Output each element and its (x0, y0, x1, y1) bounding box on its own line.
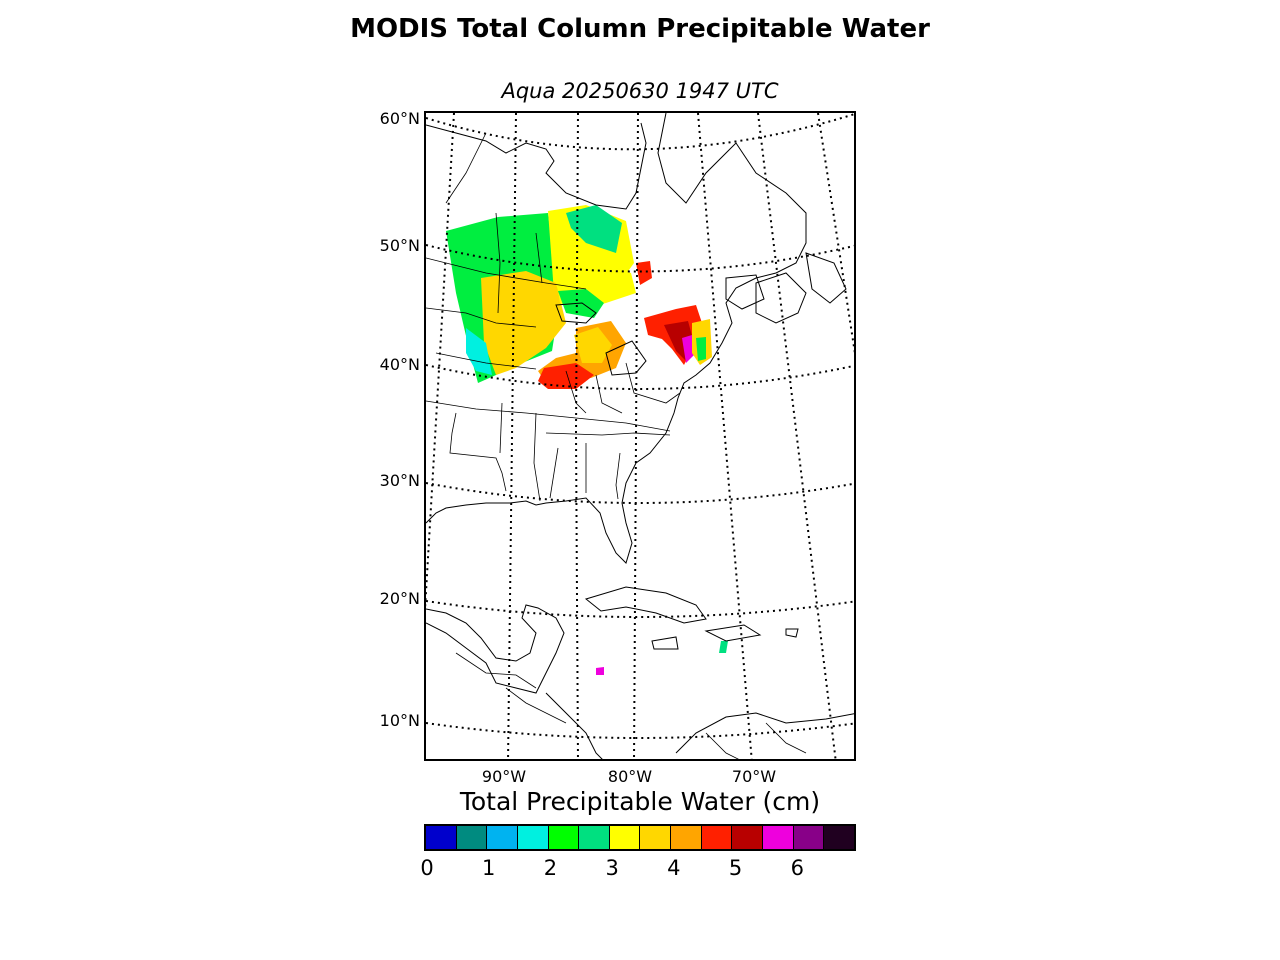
lat-label-30n: 30°N (379, 471, 420, 490)
figure-title: MODIS Total Column Precipitable Water (350, 14, 930, 44)
lon-label-90w: 90°W (481, 767, 527, 786)
colorbar-title: Total Precipitable Water (cm) (459, 787, 821, 816)
colorbar (424, 824, 856, 851)
colorbar-swatch (456, 826, 488, 849)
colorbar-swatch (701, 826, 733, 849)
colorbar-swatch (824, 826, 854, 849)
map-canvas (426, 113, 854, 759)
graticule (426, 113, 854, 759)
colorbar-tick-label: 2 (543, 856, 558, 880)
political-boundaries (426, 132, 807, 759)
colorbar-tick-label: 5 (728, 856, 743, 880)
coastlines (426, 113, 854, 759)
colorbar-tick-label: 6 (790, 856, 804, 880)
lon-label-70w: 70°W (731, 767, 777, 786)
colorbar-tick-label: 3 (605, 856, 619, 880)
lat-label-50n: 50°N (379, 236, 420, 255)
colorbar-tick-label: 4 (667, 856, 681, 880)
colorbar-tick-label: 0 (420, 856, 434, 880)
lat-label-40n: 40°N (379, 355, 420, 374)
colorbar-swatch (793, 826, 825, 849)
colorbar-swatch (548, 826, 580, 849)
colorbar-swatch (426, 826, 457, 849)
precipitable-water-overlay (446, 205, 728, 675)
colorbar-swatch (579, 826, 610, 849)
colorbar-swatch (671, 826, 702, 849)
colorbar-swatch (517, 826, 549, 849)
lat-label-10n: 10°N (379, 711, 420, 730)
colorbar-swatch (640, 826, 672, 849)
colorbar-swatch (732, 826, 764, 849)
colorbar-tick-label: 1 (482, 856, 496, 880)
lon-label-80w: 80°W (607, 767, 653, 786)
lat-label-20n: 20°N (379, 589, 420, 608)
colorbar-swatch (763, 826, 794, 849)
colorbar-swatch (609, 826, 641, 849)
map-panel (424, 111, 856, 761)
figure-subtitle: Aqua 20250630 1947 UTC (501, 79, 779, 103)
colorbar-swatch (487, 826, 518, 849)
lat-label-60n: 60°N (379, 109, 420, 128)
